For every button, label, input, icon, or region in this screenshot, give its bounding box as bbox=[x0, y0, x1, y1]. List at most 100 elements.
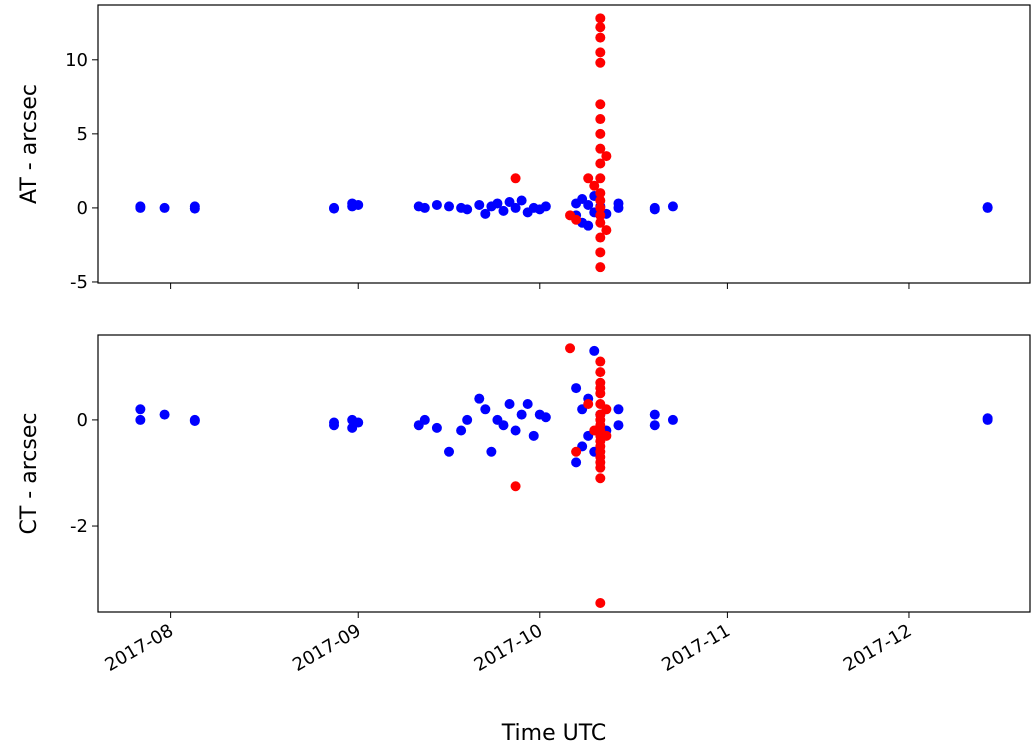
point bbox=[595, 114, 606, 125]
point bbox=[595, 217, 606, 228]
point bbox=[595, 32, 606, 43]
point bbox=[595, 143, 606, 154]
point bbox=[595, 202, 606, 213]
y-tick-label: -5 bbox=[70, 272, 88, 293]
point bbox=[595, 195, 606, 206]
point bbox=[444, 446, 455, 457]
point bbox=[601, 225, 612, 236]
point bbox=[135, 202, 146, 213]
point bbox=[601, 151, 612, 162]
point bbox=[480, 404, 491, 415]
point bbox=[474, 199, 485, 210]
x-tick-label: 2017-08 bbox=[101, 620, 177, 676]
point bbox=[982, 413, 993, 424]
x-tick-label: 2017-09 bbox=[289, 620, 365, 676]
point bbox=[571, 383, 582, 394]
point bbox=[528, 430, 539, 441]
point bbox=[462, 204, 473, 215]
point bbox=[595, 473, 606, 484]
point bbox=[613, 404, 624, 415]
point bbox=[649, 202, 660, 213]
y-axis-label: CT - arcsec bbox=[17, 413, 42, 535]
point bbox=[504, 398, 515, 409]
point bbox=[595, 158, 606, 169]
point bbox=[595, 383, 606, 394]
point bbox=[595, 232, 606, 243]
point bbox=[595, 57, 606, 68]
point bbox=[571, 446, 582, 457]
y-tick-label: 5 bbox=[77, 124, 88, 145]
y-tick-label: 0 bbox=[77, 410, 88, 431]
point bbox=[419, 414, 430, 425]
point bbox=[480, 208, 491, 219]
point bbox=[601, 430, 612, 441]
point bbox=[595, 22, 606, 33]
point bbox=[649, 420, 660, 431]
axes-frame bbox=[97, 334, 1031, 613]
point bbox=[353, 417, 364, 428]
point bbox=[135, 414, 146, 425]
point bbox=[583, 173, 594, 184]
point bbox=[462, 414, 473, 425]
point bbox=[595, 128, 606, 139]
point bbox=[571, 214, 582, 225]
point bbox=[982, 202, 993, 213]
x-axis-label: Time UTC bbox=[501, 721, 606, 746]
point bbox=[613, 420, 624, 431]
point bbox=[159, 202, 170, 213]
point bbox=[595, 367, 606, 378]
point bbox=[595, 247, 606, 258]
point bbox=[667, 201, 678, 212]
point bbox=[613, 198, 624, 209]
point bbox=[510, 425, 521, 436]
x-tick-label: 2017-12 bbox=[840, 620, 916, 676]
point bbox=[353, 199, 364, 210]
point bbox=[510, 173, 521, 184]
point bbox=[419, 202, 430, 213]
point bbox=[510, 481, 521, 492]
point bbox=[571, 457, 582, 468]
point bbox=[431, 422, 442, 433]
point bbox=[540, 201, 551, 212]
point bbox=[589, 180, 600, 191]
point bbox=[486, 446, 497, 457]
point bbox=[456, 425, 467, 436]
point bbox=[189, 203, 200, 214]
point bbox=[583, 220, 594, 231]
point bbox=[516, 195, 527, 206]
point bbox=[474, 393, 485, 404]
x-tick-label: 2017-11 bbox=[658, 620, 734, 676]
point bbox=[601, 404, 612, 415]
point bbox=[595, 356, 606, 367]
point bbox=[498, 420, 509, 431]
point bbox=[540, 412, 551, 423]
point bbox=[595, 262, 606, 273]
x-tick-label: 2017-10 bbox=[471, 620, 547, 676]
point bbox=[667, 414, 678, 425]
y-tick-label: -2 bbox=[70, 516, 88, 537]
point bbox=[595, 597, 606, 608]
point bbox=[444, 201, 455, 212]
point bbox=[595, 47, 606, 58]
axes-frame bbox=[97, 4, 1031, 284]
point bbox=[595, 462, 606, 473]
point bbox=[492, 198, 503, 209]
point bbox=[595, 99, 606, 110]
point bbox=[431, 199, 442, 210]
point bbox=[595, 210, 606, 221]
point bbox=[583, 199, 594, 210]
point bbox=[498, 205, 509, 216]
point bbox=[649, 409, 660, 420]
point bbox=[516, 409, 527, 420]
y-axis-label: AT - arcsec bbox=[17, 84, 42, 204]
point bbox=[565, 343, 576, 354]
point bbox=[595, 173, 606, 184]
point bbox=[595, 13, 606, 24]
point bbox=[329, 420, 340, 431]
point bbox=[159, 409, 170, 420]
point bbox=[589, 345, 600, 356]
point bbox=[135, 404, 146, 415]
point bbox=[189, 415, 200, 426]
y-tick-label: 10 bbox=[65, 50, 88, 71]
